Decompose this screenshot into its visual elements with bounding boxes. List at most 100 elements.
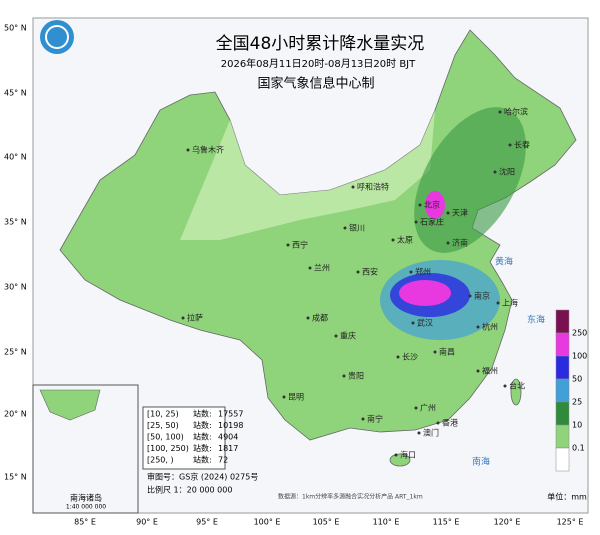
lon-label: 85° E [74, 518, 96, 527]
dry-region [180, 110, 435, 240]
legend-label: 250 [572, 329, 587, 338]
city-label: 西安 [362, 267, 378, 277]
city-dot [308, 266, 312, 270]
rain-area [399, 280, 451, 306]
sea-label: 东海 [527, 314, 545, 326]
city-label: 重庆 [340, 331, 356, 341]
city-dot [498, 110, 502, 114]
legend-unit: 单位：mm [547, 492, 587, 502]
city-dot [496, 301, 500, 305]
city-label: 乌鲁木齐 [192, 145, 224, 155]
lat-label: 30° N [4, 283, 27, 292]
lon-label: 105° E [313, 518, 340, 527]
station-range: [25, 50) [147, 421, 179, 430]
city-dot [409, 270, 413, 274]
city-label: 长春 [514, 140, 530, 150]
station-count: 4904 [218, 433, 238, 442]
city-label: 呼和浩特 [357, 182, 389, 192]
station-label: 站数: [193, 420, 212, 430]
station-range: [10, 25) [147, 410, 179, 419]
inset-scale: 1:40 000 000 [66, 504, 106, 511]
city-label: 杭州 [482, 322, 498, 332]
city-label: 南宁 [367, 414, 383, 424]
rain-area [425, 191, 445, 219]
station-label: 站数: [193, 443, 212, 453]
city-label: 太原 [397, 235, 413, 245]
city-label: 长沙 [402, 352, 418, 362]
inset-land [39, 389, 101, 421]
city-dot [436, 421, 440, 425]
city-label: 银川 [349, 223, 365, 233]
city-label: 拉萨 [187, 313, 203, 323]
city-dot [334, 334, 338, 338]
lon-label: 100° E [254, 518, 281, 527]
subtitle: 2026年08月11日20时-08月13日20时 BJT [221, 57, 416, 70]
lon-label: 120° E [494, 518, 521, 527]
city-dot [433, 350, 437, 354]
city-dot [361, 417, 365, 421]
lat-label: 45° N [4, 89, 27, 98]
lat-label: 15° N [4, 473, 27, 482]
city-dot [446, 211, 450, 215]
city-label: 海口 [400, 450, 416, 460]
city-dot [186, 148, 190, 152]
hainan [389, 453, 411, 467]
city-label: 石家庄 [420, 217, 444, 227]
legend-swatch [555, 309, 570, 334]
city-dot [503, 384, 507, 388]
city-label: 济南 [452, 238, 468, 248]
city-label: 天津 [452, 208, 468, 218]
legend-swatch [555, 401, 570, 426]
city-label: 台北 [509, 381, 525, 391]
city-label: 澳门 [423, 428, 439, 438]
inset-title: 南海诸岛 [70, 493, 102, 503]
lon-label: 125° E [557, 518, 584, 527]
city-dot [356, 270, 360, 274]
station-range: [250, ) [147, 456, 174, 465]
legend-label: 100 [572, 352, 587, 361]
station-range: [50, 100) [147, 433, 184, 442]
city-dot [411, 321, 415, 325]
legend-label: 0.1 [572, 444, 585, 453]
station-label: 站数: [193, 409, 212, 419]
data-source: 数据源：1km分辨率多源融合实况分析产品 ART_1km [278, 493, 423, 501]
logo [45, 25, 69, 49]
lat-label: 40° N [4, 153, 27, 162]
city-label: 武汉 [417, 318, 433, 328]
legend-swatch [555, 424, 570, 449]
legend-label: 50 [572, 375, 582, 384]
city-label: 福州 [482, 367, 498, 376]
legend-label: 25 [572, 398, 582, 407]
city-dot [391, 238, 395, 242]
city-label: 贵阳 [348, 371, 364, 381]
agency: 国家气象信息中心制 [257, 76, 374, 92]
city-dot [414, 220, 418, 224]
sea-label: 黄海 [495, 256, 513, 268]
city-dot [396, 355, 400, 359]
city-label: 哈尔滨 [504, 107, 528, 117]
city-label: 上海 [502, 298, 518, 308]
legend-label: 10 [572, 421, 582, 430]
city-label: 南昌 [439, 347, 455, 357]
lon-label: 90° E [136, 518, 158, 527]
city-dot [351, 185, 355, 189]
city-dot [476, 369, 480, 373]
legend-swatch [555, 378, 570, 403]
station-count: 10198 [218, 421, 243, 430]
scale: 比例尺 1：20 000 000 [147, 485, 232, 495]
lat-label: 20° N [4, 410, 27, 419]
city-dot [306, 316, 310, 320]
city-dot [342, 374, 346, 378]
station-label: 站数: [193, 432, 212, 442]
city-dot [394, 453, 398, 457]
city-dot [343, 226, 347, 230]
city-label: 北京 [424, 200, 440, 210]
city-dot [508, 143, 512, 147]
city-dot [286, 243, 290, 247]
city-dot [282, 395, 286, 399]
title: 全国48小时累计降水量实况 [216, 34, 425, 54]
station-box [142, 406, 226, 470]
city-dot [418, 203, 422, 207]
legend-swatch [555, 332, 570, 357]
